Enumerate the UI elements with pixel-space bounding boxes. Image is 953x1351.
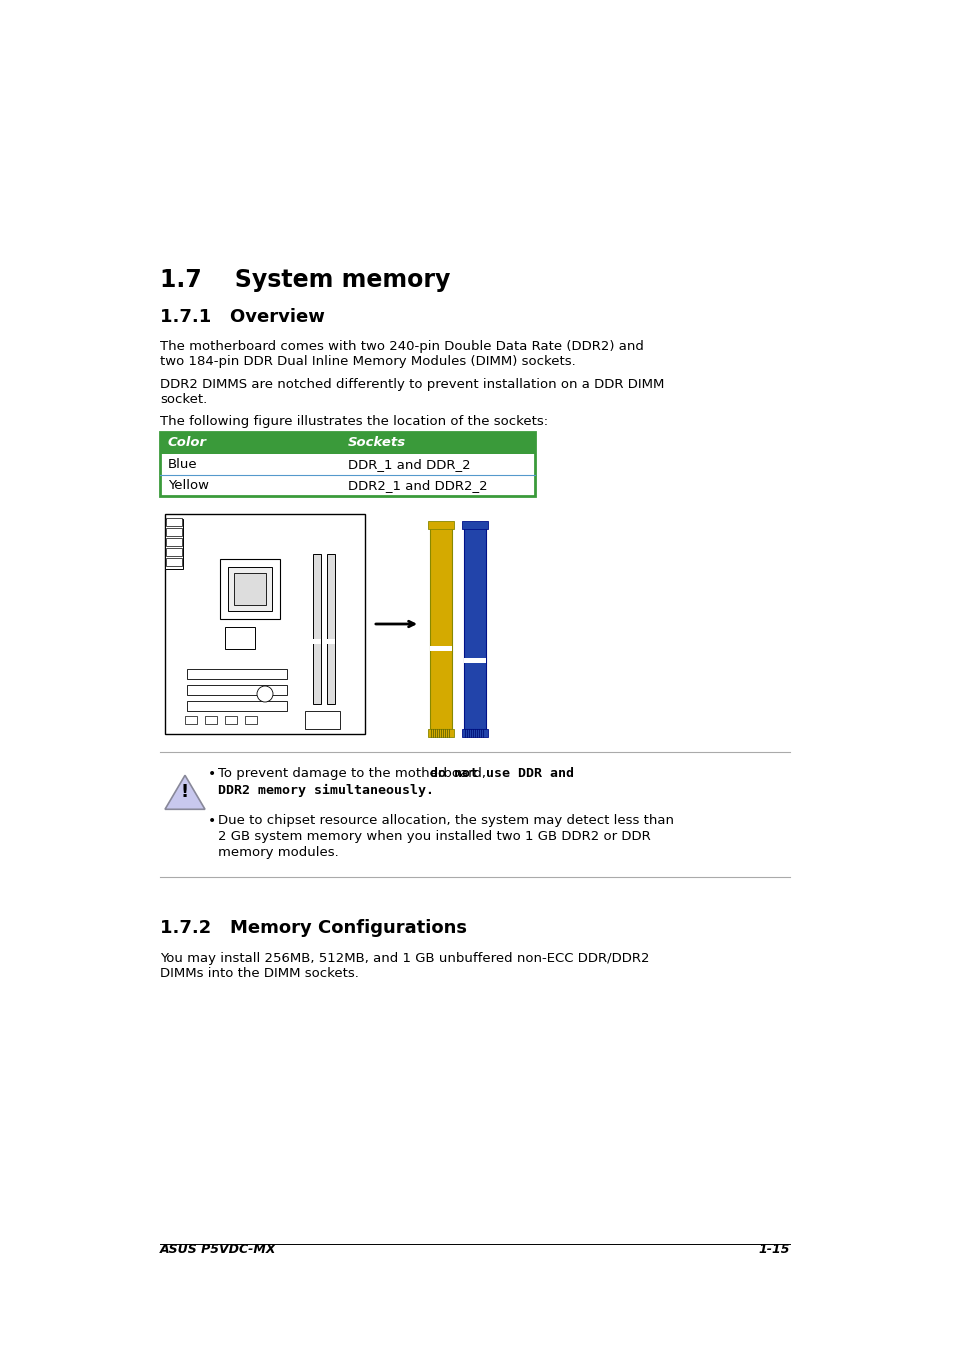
Text: •: • (208, 767, 216, 781)
Polygon shape (165, 775, 205, 809)
Text: DDR_1 and DDR_2: DDR_1 and DDR_2 (348, 458, 470, 471)
Text: •: • (208, 815, 216, 828)
Bar (428, 730, 454, 738)
Text: two 184-pin DDR Dual Inline Memory Modules (DIMM) sockets.: two 184-pin DDR Dual Inline Memory Modul… (160, 355, 576, 367)
Text: 1.7    System memory: 1.7 System memory (160, 267, 450, 292)
Bar (461, 521, 488, 530)
Text: 1.7.1   Overview: 1.7.1 Overview (160, 308, 325, 326)
Text: You may install 256MB, 512MB, and 1 GB unbuffered non-ECC DDR/DDR2: You may install 256MB, 512MB, and 1 GB u… (160, 952, 649, 965)
Bar (430, 646, 452, 651)
Bar (166, 517, 182, 526)
Bar (166, 549, 182, 557)
Text: The motherboard comes with two 240-pin Double Data Rate (DDR2) and: The motherboard comes with two 240-pin D… (160, 340, 643, 353)
Text: DDR2_1 and DDR2_2: DDR2_1 and DDR2_2 (348, 480, 487, 492)
Bar (165, 513, 365, 734)
Text: 1-15: 1-15 (758, 1243, 789, 1256)
Text: The following figure illustrates the location of the sockets:: The following figure illustrates the loc… (160, 415, 548, 428)
Text: 1.7.2   Memory Configurations: 1.7.2 Memory Configurations (160, 919, 467, 938)
Text: Blue: Blue (168, 458, 197, 471)
Bar (187, 669, 287, 680)
Bar (187, 685, 287, 694)
Bar (430, 524, 452, 730)
Bar (160, 432, 535, 496)
Text: DIMMs into the DIMM sockets.: DIMMs into the DIMM sockets. (160, 967, 358, 979)
Text: ASUS P5VDC-MX: ASUS P5VDC-MX (160, 1243, 276, 1256)
Bar (220, 559, 280, 619)
Text: Yellow: Yellow (168, 480, 209, 492)
Bar (313, 554, 320, 704)
Bar (225, 716, 236, 724)
Bar (166, 558, 182, 566)
Bar (463, 524, 485, 730)
Bar (305, 711, 339, 730)
Bar (187, 701, 287, 711)
Text: memory modules.: memory modules. (218, 846, 338, 859)
Bar (205, 716, 216, 724)
Text: DDR2 memory simultaneously.: DDR2 memory simultaneously. (218, 784, 434, 797)
Circle shape (256, 686, 273, 703)
Bar (228, 567, 272, 611)
Bar (165, 519, 183, 569)
Text: DDR2 DIMMS are notched differently to prevent installation on a DDR DIMM: DDR2 DIMMS are notched differently to pr… (160, 378, 663, 390)
Bar (233, 573, 266, 605)
Bar (327, 554, 335, 704)
Text: 2 GB system memory when you installed two 1 GB DDR2 or DDR: 2 GB system memory when you installed tw… (218, 830, 650, 843)
Bar (160, 476, 535, 496)
Bar (160, 432, 535, 454)
Bar (185, 716, 196, 724)
Bar (245, 716, 256, 724)
Bar (428, 521, 454, 530)
Text: To prevent damage to the motherboard,: To prevent damage to the motherboard, (218, 767, 490, 780)
Bar (327, 639, 335, 644)
Text: do not use DDR and: do not use DDR and (430, 767, 574, 780)
Bar (225, 627, 254, 648)
Bar (160, 454, 535, 476)
Bar (313, 639, 320, 644)
Text: socket.: socket. (160, 393, 207, 407)
Text: !: ! (181, 784, 189, 801)
Text: Color: Color (168, 436, 207, 450)
Bar (166, 538, 182, 546)
Text: Due to chipset resource allocation, the system may detect less than: Due to chipset resource allocation, the … (218, 815, 673, 827)
Text: Sockets: Sockets (348, 436, 406, 450)
Bar (166, 528, 182, 536)
Bar (461, 730, 488, 738)
Bar (463, 658, 485, 663)
